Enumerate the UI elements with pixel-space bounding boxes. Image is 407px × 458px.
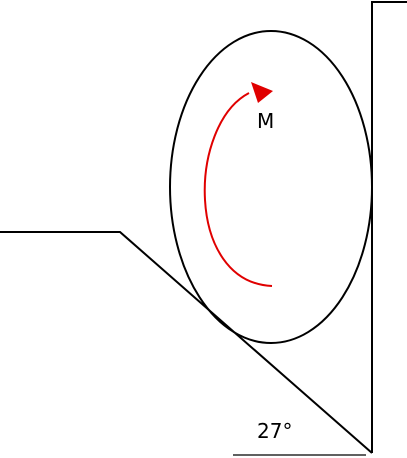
moment-arrowhead-icon [251,82,273,103]
moment-label: M [257,109,274,133]
elliptical-body [169,30,373,344]
vertical-wall [371,1,407,453]
moment-arc [203,92,273,287]
inclined-plane [0,231,373,454]
angle-label: 27° [257,419,292,443]
